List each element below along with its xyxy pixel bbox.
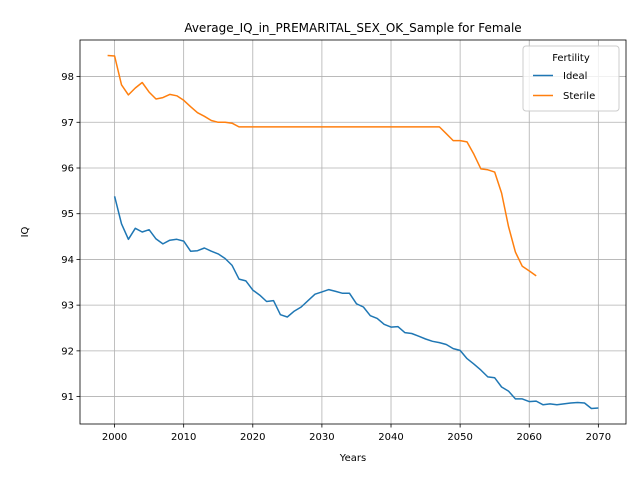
y-tick-label: 97 <box>61 118 74 129</box>
legend-label-sterile: Sterile <box>563 91 595 102</box>
series-lines <box>107 54 599 410</box>
x-tick-label: 2060 <box>517 432 542 443</box>
series-line-sterile <box>107 54 537 277</box>
x-tick-label: 2030 <box>309 432 334 443</box>
x-axis-title: Years <box>339 453 366 464</box>
x-tick-label: 2020 <box>240 432 265 443</box>
plot-area-frame <box>79 39 627 425</box>
x-tick-label: 2040 <box>378 432 403 443</box>
chart-title: Average_IQ_in_PREMARITAL_SEX_OK_Sample f… <box>184 21 521 35</box>
y-tick-label: 94 <box>61 255 74 266</box>
legend: Fertility Ideal Sterile <box>522 45 620 112</box>
y-tick-label: 95 <box>61 209 74 220</box>
y-axis-title: IQ <box>20 226 31 237</box>
legend-title: Fertility <box>552 53 590 64</box>
x-tick-label: 2070 <box>586 432 611 443</box>
axis-ticks: 2000 2010 2020 2030 2040 2050 2060 2070 91 92 93 94… <box>61 72 611 443</box>
y-tick-label: 96 <box>61 164 74 175</box>
y-tick-label: 93 <box>61 301 74 312</box>
x-tick-label: 2050 <box>447 432 472 443</box>
legend-label-ideal: Ideal <box>563 71 587 82</box>
x-tick-label: 2010 <box>171 432 196 443</box>
y-tick-label: 98 <box>61 72 74 83</box>
y-tick-label: 92 <box>61 346 74 357</box>
series-line-ideal <box>113 196 599 410</box>
y-tick-label: 91 <box>61 392 74 403</box>
x-tick-label: 2000 <box>102 432 127 443</box>
